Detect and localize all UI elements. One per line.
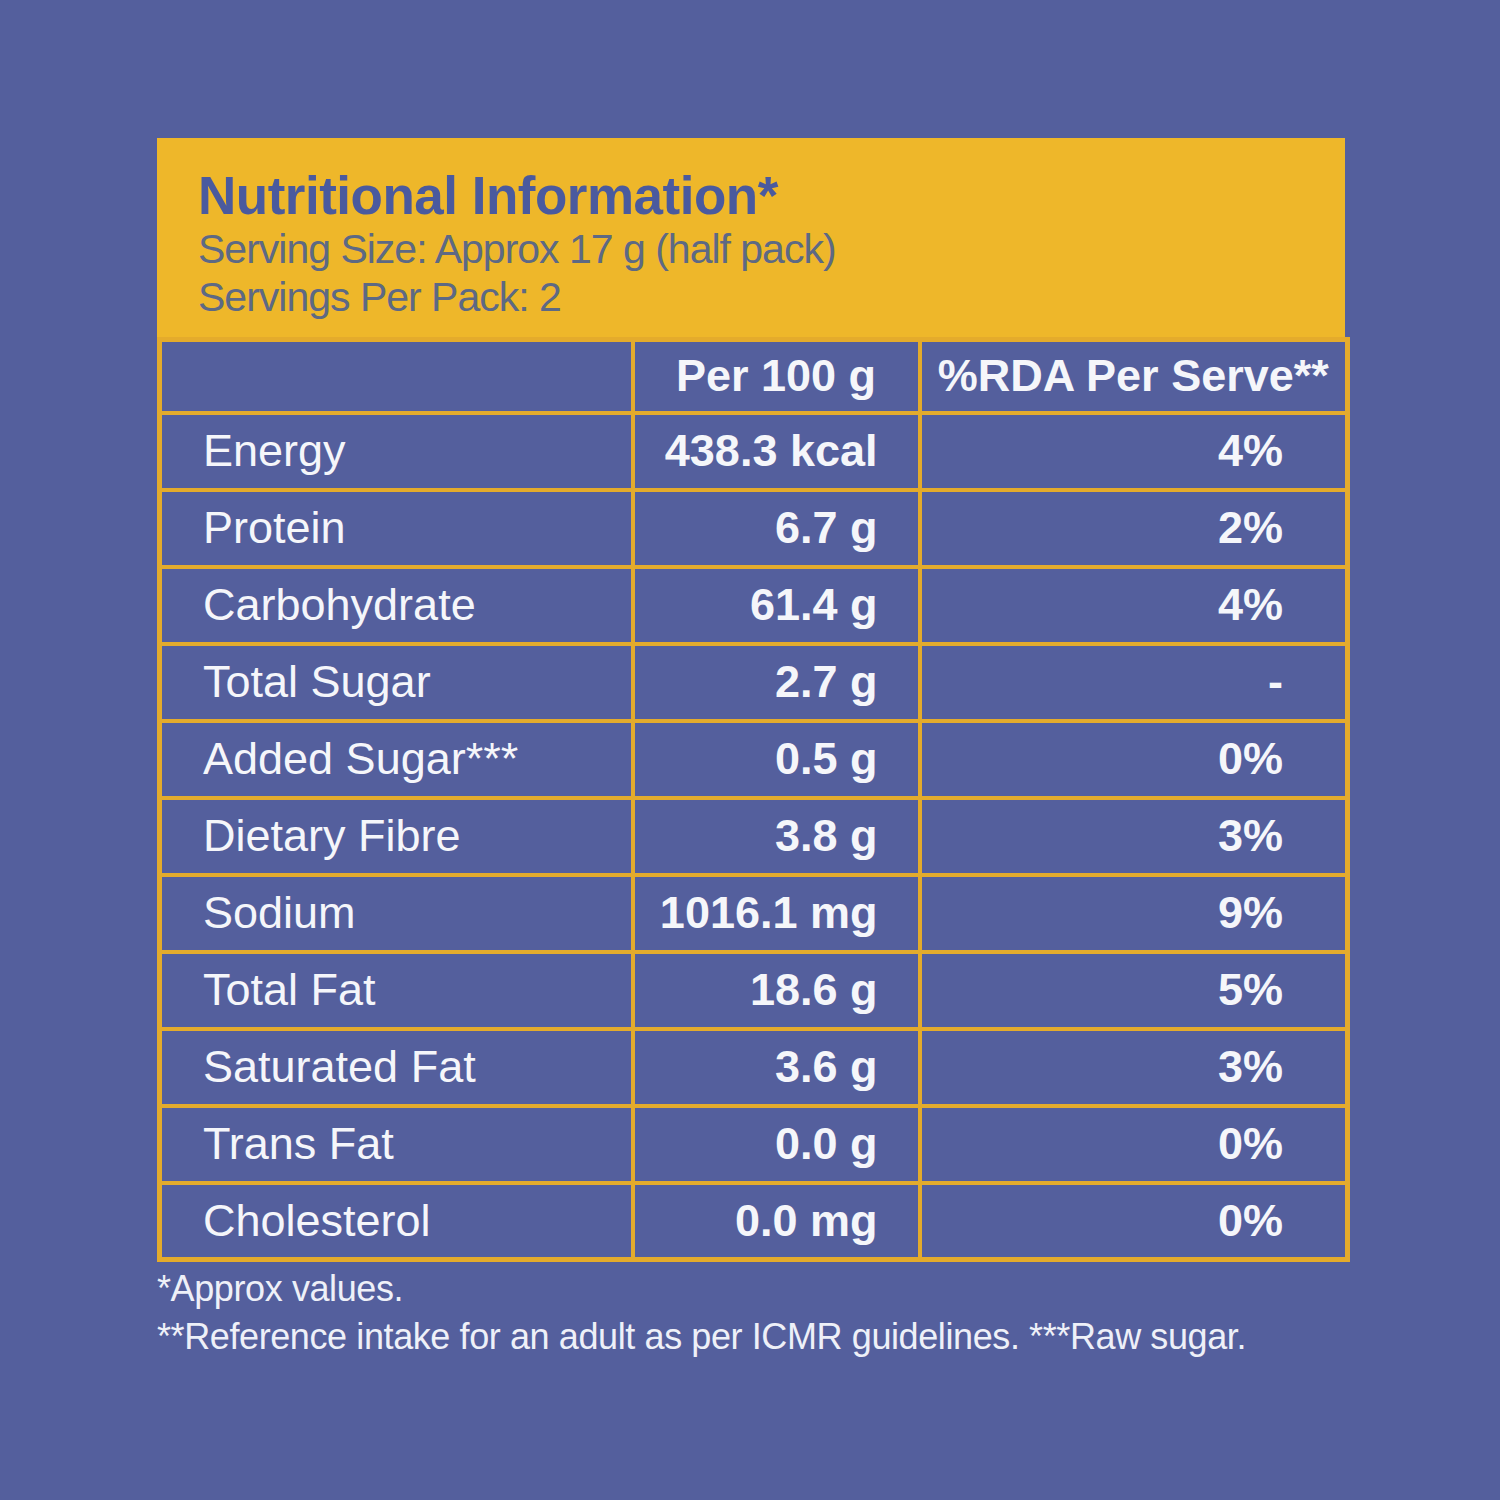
nutrition-panel: Nutritional Information* Serving Size: A…	[157, 138, 1345, 1262]
header-rda: %RDA Per Serve**	[920, 340, 1348, 413]
nutrient-label: Protein	[160, 490, 633, 567]
nutrition-table: Per 100 g %RDA Per Serve** Energy 438.3 …	[157, 337, 1350, 1262]
per100-value: 0.0 g	[633, 1106, 920, 1183]
table-row-added-sugar: Added Sugar*** 0.5 g 0%	[160, 721, 1348, 798]
header-per100: Per 100 g	[633, 340, 920, 413]
per100-value: 3.6 g	[633, 1029, 920, 1106]
table-header-row: Per 100 g %RDA Per Serve**	[160, 340, 1348, 413]
nutrient-label: Sodium	[160, 875, 633, 952]
per100-value: 3.8 g	[633, 798, 920, 875]
rda-value: 3%	[920, 1029, 1348, 1106]
footnote-reference: **Reference intake for an adult as per I…	[157, 1313, 1246, 1361]
header-empty-cell	[160, 340, 633, 413]
per100-value: 0.0 mg	[633, 1183, 920, 1260]
rda-value: 0%	[920, 1106, 1348, 1183]
rda-value: 0%	[920, 721, 1348, 798]
nutrient-label: Cholesterol	[160, 1183, 633, 1260]
serving-size-text: Serving Size: Approx 17 g (half pack)	[198, 225, 1305, 273]
rda-value: 4%	[920, 567, 1348, 644]
panel-title: Nutritional Information*	[198, 168, 1305, 224]
nutrient-label: Dietary Fibre	[160, 798, 633, 875]
nutrient-label: Carbohydrate	[160, 567, 633, 644]
panel-header: Nutritional Information* Serving Size: A…	[157, 138, 1345, 337]
servings-per-pack-text: Servings Per Pack: 2	[198, 273, 1305, 321]
nutrient-label: Saturated Fat	[160, 1029, 633, 1106]
nutrient-label: Trans Fat	[160, 1106, 633, 1183]
per100-value: 0.5 g	[633, 721, 920, 798]
table-row-cholesterol: Cholesterol 0.0 mg 0%	[160, 1183, 1348, 1260]
nutrient-label: Total Fat	[160, 952, 633, 1029]
per100-value: 438.3 kcal	[633, 413, 920, 490]
rda-value: 3%	[920, 798, 1348, 875]
table-row-carbohydrate: Carbohydrate 61.4 g 4%	[160, 567, 1348, 644]
footnotes: *Approx values. **Reference intake for a…	[157, 1265, 1246, 1361]
table-row-total-fat: Total Fat 18.6 g 5%	[160, 952, 1348, 1029]
rda-value: 0%	[920, 1183, 1348, 1260]
per100-value: 2.7 g	[633, 644, 920, 721]
nutrient-label: Added Sugar***	[160, 721, 633, 798]
table-row-trans-fat: Trans Fat 0.0 g 0%	[160, 1106, 1348, 1183]
table-row-dietary-fibre: Dietary Fibre 3.8 g 3%	[160, 798, 1348, 875]
per100-value: 18.6 g	[633, 952, 920, 1029]
table-row-energy: Energy 438.3 kcal 4%	[160, 413, 1348, 490]
table-row-saturated-fat: Saturated Fat 3.6 g 3%	[160, 1029, 1348, 1106]
per100-value: 6.7 g	[633, 490, 920, 567]
nutrient-label: Total Sugar	[160, 644, 633, 721]
table-row-sodium: Sodium 1016.1 mg 9%	[160, 875, 1348, 952]
nutrient-label: Energy	[160, 413, 633, 490]
table-row-total-sugar: Total Sugar 2.7 g -	[160, 644, 1348, 721]
rda-value: 4%	[920, 413, 1348, 490]
rda-value: -	[920, 644, 1348, 721]
rda-value: 2%	[920, 490, 1348, 567]
table-row-protein: Protein 6.7 g 2%	[160, 490, 1348, 567]
rda-value: 9%	[920, 875, 1348, 952]
rda-value: 5%	[920, 952, 1348, 1029]
footnote-approx: *Approx values.	[157, 1265, 1246, 1313]
per100-value: 1016.1 mg	[633, 875, 920, 952]
per100-value: 61.4 g	[633, 567, 920, 644]
